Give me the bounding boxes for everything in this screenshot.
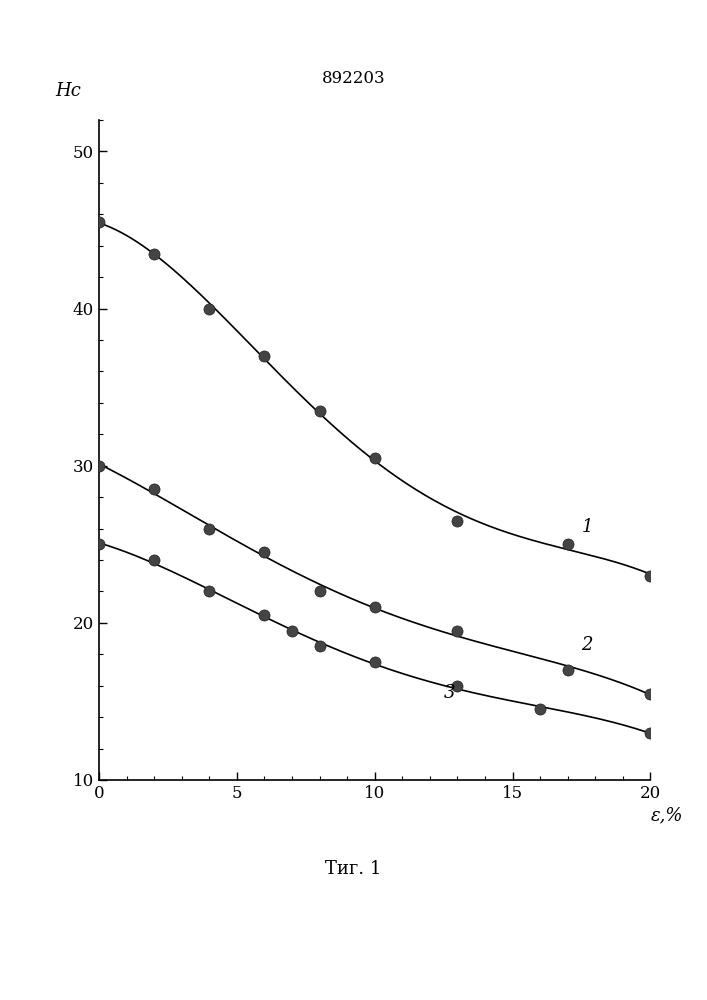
- Text: 1: 1: [582, 518, 593, 536]
- Text: 2: 2: [582, 636, 593, 654]
- Text: Τиг. 1: Τиг. 1: [325, 860, 382, 878]
- Text: 3: 3: [444, 684, 455, 702]
- Text: 892203: 892203: [322, 70, 385, 87]
- Text: Hс: Hс: [55, 82, 81, 100]
- X-axis label: ε,%: ε,%: [650, 806, 683, 824]
